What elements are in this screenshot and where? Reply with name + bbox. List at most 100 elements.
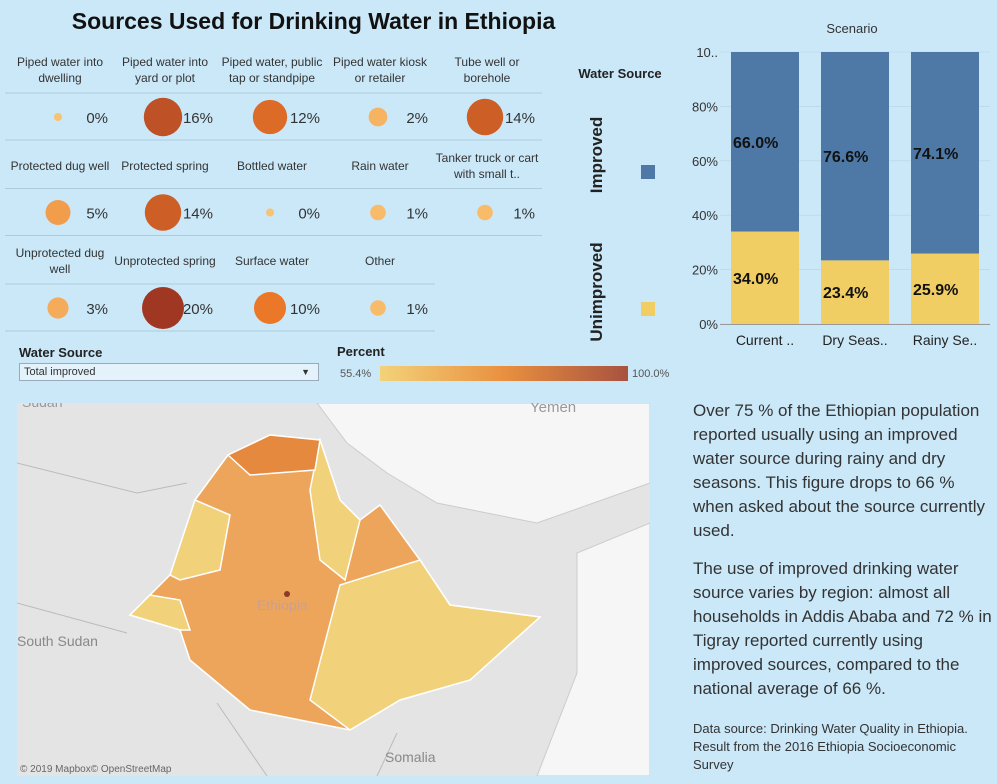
x-tick-label: Current .. <box>736 332 794 348</box>
value-label: 3% <box>86 301 108 318</box>
value-label: 1% <box>513 206 535 223</box>
source-name: Bottled water <box>236 158 308 173</box>
map-region <box>309 559 542 731</box>
bubble <box>252 99 288 135</box>
bar-value-label: 76.6% <box>823 149 868 166</box>
bar-chart: Scenario Water Source 0% 20% 40% 60% 80% 10.. Cu… <box>578 21 990 348</box>
source: Data source: Drinking Water Quality in E… <box>693 721 968 772</box>
map-region <box>309 437 361 582</box>
map-capital <box>284 591 290 597</box>
map-region <box>128 594 192 631</box>
map-legend-max: 100.0% <box>632 368 670 380</box>
bubble <box>370 300 386 316</box>
value-label: 16% <box>183 110 213 127</box>
map-label: Yemen <box>530 403 576 416</box>
map-sea <box>316 403 650 524</box>
bar-value-label: 23.4% <box>823 285 868 302</box>
value-label: 12% <box>290 110 320 127</box>
bubble <box>253 291 287 325</box>
value-label: 1% <box>406 301 428 318</box>
source-name: Piped water kiosk or retailer <box>332 55 428 85</box>
legend-swatch <box>641 165 655 179</box>
bar-value-label: 74.1% <box>913 146 958 163</box>
map-border <box>17 462 398 776</box>
filter-value: Total improved <box>24 366 96 378</box>
value-label: 14% <box>505 110 535 127</box>
x-tick-label: Rainy Se.. <box>913 332 978 348</box>
title: Sources Used for Drinking Water in Ethio… <box>71 8 556 34</box>
value-label: 14% <box>183 206 213 223</box>
map-legend-gradient <box>380 366 628 381</box>
map-region <box>169 498 231 581</box>
legend-title: Water Source <box>578 66 661 81</box>
note-paragraph: The use of improved drinking water sourc… <box>693 559 992 698</box>
value-label: 20% <box>183 301 213 318</box>
source-name: Piped water into dwelling <box>16 55 104 85</box>
value-label: 5% <box>86 206 108 223</box>
bubble <box>368 107 388 127</box>
map-label: Sudan <box>22 403 62 410</box>
source-name: Rain water <box>351 158 409 173</box>
legend-label: Unimproved <box>587 242 606 341</box>
bar-segment <box>821 52 889 261</box>
y-tick-label: 10.. <box>696 45 718 60</box>
bubble <box>47 297 69 319</box>
bubble <box>143 97 183 137</box>
legend-label: Improved <box>587 117 606 194</box>
map-legend-min: 55.4% <box>340 368 372 380</box>
source-name: Protected dug well <box>10 158 110 173</box>
legend-swatch <box>641 302 655 316</box>
value-label: 0% <box>298 206 320 223</box>
source-name: Unprotected spring <box>114 254 216 268</box>
source-name: Piped water, public tap or standpipe <box>221 55 323 85</box>
y-tick-label: 20% <box>692 263 718 278</box>
map-label: South Sudan <box>17 633 98 649</box>
map-sea <box>536 522 650 776</box>
bar-segment <box>911 52 979 254</box>
bar-segment <box>911 253 979 324</box>
source-name: Piped water into yard or plot <box>121 55 209 85</box>
bubble <box>142 287 184 329</box>
x-tick-label: Dry Seas.. <box>822 332 887 348</box>
y-tick-label: 40% <box>692 208 718 223</box>
value-label: 2% <box>406 110 428 127</box>
chart-title: Scenario <box>826 21 877 36</box>
bar-value-label: 34.0% <box>733 271 778 288</box>
bar-segment <box>731 52 799 232</box>
bubble <box>466 98 504 136</box>
filter-label: Water Source <box>19 345 103 360</box>
value-label: 10% <box>290 301 320 318</box>
map-legend-title: Percent <box>337 344 385 359</box>
dropdown-arrow: ▼ <box>301 367 310 377</box>
bubble <box>45 200 71 225</box>
map-label: Somalia <box>385 749 436 765</box>
bubble <box>266 208 274 217</box>
y-tick-label: 0% <box>699 317 718 332</box>
source-name: Other <box>364 254 395 268</box>
map-label: Ethiopia <box>257 597 308 613</box>
filter-dropdown[interactable]: Total improved ▼ <box>19 363 319 381</box>
value-label: 1% <box>406 206 428 223</box>
bar-value-label: 66.0% <box>733 135 778 152</box>
source-name: Tanker truck or cart with small t.. <box>435 150 539 181</box>
map: Sudan Yemen Ethiopia South Sudan Somalia © 20… <box>17 403 650 776</box>
bubble <box>477 204 493 221</box>
source-name: Tube well or borehole <box>454 55 520 85</box>
y-tick-label: 80% <box>692 99 718 114</box>
bubble-chart: 0% 16% 12% 2% 14% 5% 14% 0% 1% 1% 3% 20% 10% 1% <box>5 92 542 332</box>
bar-segment <box>821 260 889 324</box>
bubble <box>370 204 386 221</box>
bubble <box>54 113 62 121</box>
notes: Over 75 % of the Ethiopian population re… <box>693 399 995 715</box>
value-label: 0% <box>86 110 108 127</box>
bubble <box>144 194 182 231</box>
bar-value-label: 25.9% <box>913 282 958 299</box>
y-tick-label: 60% <box>692 154 718 169</box>
source-name: Unprotected dug well <box>15 246 105 276</box>
map-region <box>226 434 321 476</box>
source-name: Protected spring <box>121 158 209 173</box>
bar-segment <box>731 231 799 324</box>
source-name: Surface water <box>234 254 310 268</box>
map-attribution: © 2019 Mapbox© OpenStreetMap <box>20 764 172 775</box>
